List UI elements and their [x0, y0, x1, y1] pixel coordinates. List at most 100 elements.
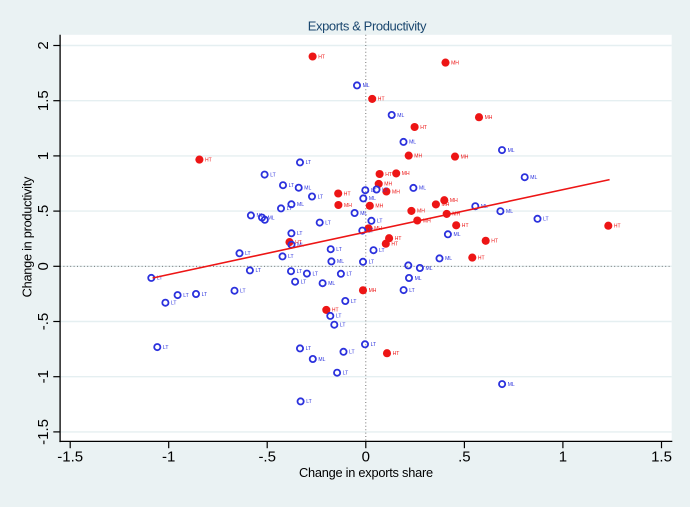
svg-text:HT: HT	[393, 351, 400, 357]
svg-text:LT: LT	[369, 260, 375, 266]
svg-text:ML: ML	[409, 140, 416, 146]
svg-text:MH: MH	[461, 154, 469, 160]
svg-text:ML: ML	[508, 382, 515, 388]
svg-text:MH: MH	[417, 209, 425, 215]
svg-text:ML: ML	[506, 209, 513, 215]
svg-text:LT: LT	[240, 289, 246, 295]
svg-text:LT: LT	[301, 280, 307, 286]
svg-text:1: 1	[559, 449, 567, 466]
svg-text:ML: ML	[304, 186, 311, 192]
svg-text:HT: HT	[295, 240, 302, 246]
svg-text:ML: ML	[454, 232, 461, 238]
svg-text:LT: LT	[171, 301, 177, 307]
svg-text:LT: LT	[157, 276, 163, 282]
svg-text:LT: LT	[306, 160, 312, 166]
svg-text:0: 0	[362, 449, 370, 466]
svg-text:LT: LT	[270, 172, 276, 178]
svg-text:LT: LT	[409, 288, 415, 294]
svg-text:LT: LT	[349, 350, 355, 356]
svg-text:LT: LT	[325, 220, 331, 226]
svg-text:-.5: -.5	[35, 313, 52, 331]
svg-text:LT: LT	[289, 183, 295, 189]
svg-text:LT: LT	[245, 251, 251, 257]
svg-text:ML: ML	[360, 211, 367, 217]
svg-text:LT: LT	[287, 206, 293, 212]
svg-text:MH: MH	[392, 189, 400, 195]
svg-text:LT: LT	[377, 219, 383, 225]
svg-text:MH: MH	[344, 203, 352, 209]
svg-text:ML: ML	[419, 186, 426, 192]
svg-text:ML: ML	[328, 281, 335, 287]
svg-text:LT: LT	[306, 346, 312, 352]
svg-text:LT: LT	[318, 194, 324, 200]
svg-text:MH: MH	[442, 202, 450, 208]
svg-text:LT: LT	[379, 248, 385, 254]
svg-text:MH: MH	[375, 204, 383, 210]
svg-text:LT: LT	[371, 342, 377, 348]
svg-text:HT: HT	[378, 97, 385, 103]
svg-text:HT: HT	[491, 239, 498, 245]
svg-text:MH: MH	[423, 218, 431, 224]
svg-text:LT: LT	[351, 299, 357, 305]
svg-text:MH: MH	[485, 115, 493, 121]
svg-text:0: 0	[35, 262, 52, 270]
svg-text:1: 1	[35, 152, 52, 160]
svg-text:-1: -1	[35, 370, 52, 383]
svg-text:LT: LT	[183, 293, 189, 299]
svg-text:.5: .5	[458, 449, 471, 466]
svg-text:2: 2	[35, 41, 52, 49]
svg-text:ML: ML	[508, 148, 515, 154]
svg-text:HT: HT	[391, 242, 398, 248]
svg-text:LT: LT	[297, 231, 303, 237]
svg-text:-.5: -.5	[258, 449, 276, 466]
svg-text:LT: LT	[163, 345, 169, 351]
svg-text:ML: ML	[415, 276, 422, 282]
svg-text:MH: MH	[450, 198, 458, 204]
svg-text:LT: LT	[382, 187, 388, 193]
svg-text:LT: LT	[543, 217, 549, 223]
svg-text:HT: HT	[332, 308, 339, 314]
svg-text:MH: MH	[369, 288, 377, 294]
svg-text:LT: LT	[336, 247, 342, 253]
svg-text:ML: ML	[337, 259, 344, 265]
svg-text:MH: MH	[451, 60, 459, 66]
svg-text:.5: .5	[35, 205, 52, 218]
svg-text:HT: HT	[385, 172, 392, 178]
svg-text:HT: HT	[344, 191, 351, 197]
svg-text:-1: -1	[162, 449, 175, 466]
svg-text:MH: MH	[414, 153, 422, 159]
svg-text:HT: HT	[420, 125, 427, 131]
svg-text:LT: LT	[371, 188, 377, 194]
svg-text:LT: LT	[347, 272, 353, 278]
svg-text:ML: ML	[530, 175, 537, 181]
svg-text:LT: LT	[297, 269, 303, 275]
svg-text:ML: ML	[268, 215, 275, 221]
svg-text:Exports & Productivity: Exports & Productivity	[308, 19, 427, 34]
svg-text:-1.5: -1.5	[57, 449, 83, 466]
svg-text:ML: ML	[445, 256, 452, 262]
svg-text:HT: HT	[478, 255, 485, 261]
svg-text:LT: LT	[306, 399, 312, 405]
svg-text:Change in productivity: Change in productivity	[20, 176, 35, 297]
svg-text:HT: HT	[205, 157, 212, 163]
svg-text:ML: ML	[363, 83, 370, 89]
svg-text:1.5: 1.5	[35, 90, 52, 111]
svg-text:MH: MH	[384, 182, 392, 188]
svg-text:LT: LT	[336, 314, 342, 320]
svg-text:HT: HT	[462, 223, 469, 229]
svg-text:LT: LT	[313, 271, 319, 277]
svg-text:HT: HT	[614, 224, 621, 230]
svg-text:-1.5: -1.5	[35, 419, 52, 445]
svg-text:LT: LT	[288, 254, 294, 260]
svg-text:LT: LT	[343, 371, 349, 377]
svg-text:MH: MH	[452, 212, 460, 218]
svg-text:LT: LT	[340, 323, 346, 329]
svg-text:ML: ML	[369, 196, 376, 202]
svg-text:Change in exports share: Change in exports share	[299, 465, 433, 480]
svg-text:MH: MH	[402, 171, 410, 177]
svg-text:HT: HT	[395, 236, 402, 242]
svg-text:ML: ML	[297, 202, 304, 208]
svg-text:ML: ML	[397, 113, 404, 119]
svg-text:1.5: 1.5	[651, 449, 672, 466]
svg-text:HT: HT	[318, 54, 325, 60]
